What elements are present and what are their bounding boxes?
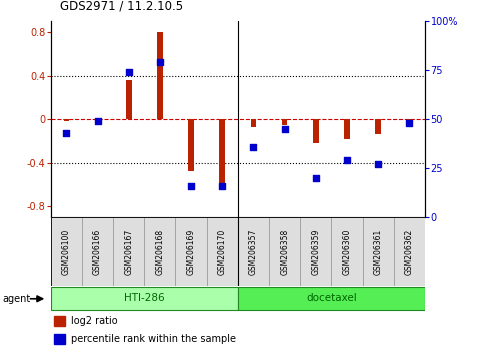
Point bbox=[187, 183, 195, 189]
Bar bbox=[238, 217, 269, 286]
Text: GSM206360: GSM206360 bbox=[342, 228, 352, 275]
Point bbox=[156, 59, 164, 65]
Bar bbox=[344, 119, 350, 139]
Bar bbox=[331, 217, 363, 286]
Bar bbox=[175, 217, 207, 286]
Bar bbox=[82, 217, 113, 286]
Bar bbox=[113, 217, 144, 286]
Text: GSM206167: GSM206167 bbox=[124, 228, 133, 275]
Point bbox=[94, 118, 101, 124]
Bar bbox=[144, 217, 175, 286]
Bar bbox=[407, 119, 412, 121]
Bar bbox=[375, 119, 381, 135]
Bar bbox=[55, 316, 65, 326]
Point bbox=[374, 161, 382, 167]
Bar bbox=[55, 334, 65, 344]
Bar bbox=[157, 32, 163, 119]
Bar bbox=[51, 287, 238, 310]
Text: agent: agent bbox=[2, 294, 30, 304]
Text: GSM206359: GSM206359 bbox=[312, 228, 320, 275]
Bar bbox=[300, 217, 331, 286]
Text: GSM206361: GSM206361 bbox=[374, 228, 383, 275]
Point bbox=[281, 126, 288, 132]
Text: GSM206170: GSM206170 bbox=[218, 228, 227, 275]
Text: GSM206166: GSM206166 bbox=[93, 228, 102, 275]
Bar bbox=[394, 217, 425, 286]
Bar bbox=[313, 119, 319, 143]
Bar bbox=[219, 119, 225, 190]
Bar bbox=[51, 217, 82, 286]
Bar bbox=[282, 119, 287, 125]
Bar bbox=[363, 217, 394, 286]
Point bbox=[62, 130, 70, 136]
Bar bbox=[188, 119, 194, 171]
Point bbox=[406, 120, 413, 126]
Text: GSM206357: GSM206357 bbox=[249, 228, 258, 275]
Point bbox=[125, 69, 132, 75]
Text: percentile rank within the sample: percentile rank within the sample bbox=[71, 334, 236, 344]
Bar bbox=[251, 119, 256, 127]
Point bbox=[250, 144, 257, 149]
Point bbox=[343, 158, 351, 163]
Bar bbox=[238, 287, 425, 310]
Text: HTI-286: HTI-286 bbox=[124, 293, 165, 303]
Text: GSM206169: GSM206169 bbox=[186, 228, 196, 275]
Text: docetaxel: docetaxel bbox=[306, 293, 357, 303]
Point bbox=[312, 175, 320, 181]
Bar bbox=[207, 217, 238, 286]
Text: GDS2971 / 11.2.10.5: GDS2971 / 11.2.10.5 bbox=[60, 0, 184, 12]
Point bbox=[218, 183, 226, 189]
Text: GSM206100: GSM206100 bbox=[62, 228, 71, 275]
Bar bbox=[63, 119, 69, 121]
Bar bbox=[269, 217, 300, 286]
Bar bbox=[126, 80, 131, 119]
Bar bbox=[95, 119, 100, 121]
Text: log2 ratio: log2 ratio bbox=[71, 316, 118, 326]
Text: GSM206362: GSM206362 bbox=[405, 228, 414, 275]
Text: GSM206168: GSM206168 bbox=[156, 228, 164, 275]
Text: GSM206358: GSM206358 bbox=[280, 228, 289, 275]
